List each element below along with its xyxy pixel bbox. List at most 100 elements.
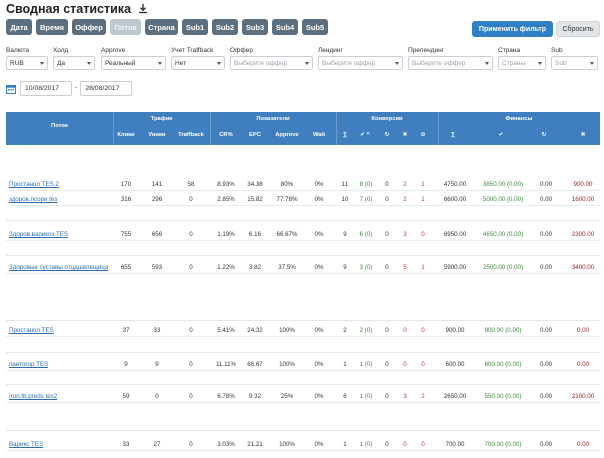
flow-link[interactable]: Здоровые суставы отцдшвлвщица — [9, 264, 109, 271]
cell-conv-cancel[interactable]: 2 — [403, 181, 407, 188]
reset-button[interactable]: Сбросить — [556, 21, 600, 37]
tab-sub1[interactable]: Sub1 — [182, 19, 208, 35]
col-fin-hold[interactable]: ↻ — [541, 132, 547, 138]
col-conv-ok[interactable]: ✔ ^ — [360, 132, 370, 138]
cell-conv-ok[interactable]: 6 (0) — [359, 231, 373, 238]
prelanding-select[interactable]: Выберите оффер — [408, 56, 493, 70]
cell-conv-trash[interactable]: 2 — [421, 393, 425, 400]
apply-filter-button[interactable]: Применить фильтр — [472, 21, 553, 37]
cell-conv-ok[interactable]: 1 (0) — [359, 441, 373, 448]
cell-wait: 0% — [314, 327, 324, 334]
cell-conv-trash[interactable]: 1 — [421, 196, 425, 203]
cell-conv-trash[interactable]: 1 — [421, 264, 425, 271]
calendar-icon[interactable] — [6, 84, 16, 94]
cell-conv-ok[interactable]: 1 (0) — [359, 393, 373, 400]
cell-traffback: 0 — [189, 264, 193, 271]
col-traffback[interactable]: Traffback — [178, 132, 204, 138]
cell-conv-cancel[interactable]: 3 — [403, 393, 407, 400]
col-fin-ok[interactable]: ✔ — [498, 132, 504, 138]
currency-select[interactable]: RUB — [6, 56, 48, 70]
tab-offer[interactable]: Оффер — [72, 19, 106, 35]
flow-link[interactable]: Простанол TES — [9, 327, 54, 334]
tab-flow[interactable]: Поток — [110, 19, 141, 35]
traffback-select[interactable]: Нет — [171, 56, 225, 70]
landing-select[interactable]: Выберите оффер — [318, 56, 403, 70]
cell-epc: 21.21 — [247, 441, 263, 448]
cell-fin-hold: 0.00 — [539, 181, 553, 188]
cell-conv-cancel[interactable]: 3 — [403, 231, 407, 238]
col-fin-cancel[interactable]: ✖ — [580, 132, 586, 138]
cell-conv-ok[interactable]: 3 (0) — [359, 264, 373, 271]
cell-conv-trash[interactable]: 0 — [421, 441, 425, 448]
cell-conv-hold[interactable]: 0 — [385, 264, 389, 271]
cell-conv-trash[interactable]: 0 — [421, 361, 425, 368]
cell-conv-cancel[interactable]: 0 — [403, 441, 407, 448]
cell-conv-cancel[interactable]: 5 — [403, 264, 407, 271]
cell-conv-trash[interactable]: 1 — [421, 181, 425, 188]
flow-link[interactable]: Варикс TES — [9, 441, 44, 448]
col-wait[interactable]: Wait — [312, 132, 326, 138]
cell-conv-trash[interactable]: 0 — [421, 327, 425, 334]
cell-conv-hold[interactable]: 0 — [385, 231, 389, 238]
approve-select[interactable]: Реальный — [101, 56, 166, 70]
cell-conv-cancel[interactable]: 0 — [403, 327, 407, 334]
cell-conv-hold[interactable]: 0 — [385, 393, 389, 400]
filter-label: Холд — [53, 47, 69, 54]
row-divider — [6, 384, 600, 385]
cell-conv-hold[interactable]: 0 — [385, 327, 389, 334]
cell-fin-cancel: 900.00 — [573, 181, 593, 188]
cell-conv-hold[interactable]: 0 — [385, 441, 389, 448]
col-clicks[interactable]: Клики — [117, 132, 135, 138]
cell-conv-hold[interactable]: 0 — [385, 181, 389, 188]
cell-conv-ok[interactable]: 7 (0) — [359, 196, 373, 203]
date-to-input[interactable]: 28/08/2017 — [80, 81, 133, 96]
offer-select[interactable]: Выберите оффер — [230, 56, 313, 70]
col-uniques[interactable]: Уники — [148, 132, 166, 138]
cell-conv-cancel[interactable]: 0 — [403, 361, 407, 368]
cell-conv-hold[interactable]: 0 — [385, 361, 389, 368]
cell-conv-ok[interactable]: 1 (0) — [359, 361, 373, 368]
col-conv-cancel[interactable]: ✖ — [402, 132, 408, 138]
cell-conv-hold[interactable]: 0 — [385, 196, 389, 203]
cell-clicks: 655 — [120, 264, 132, 271]
flow-link[interactable]: Здоров.варикоз TES — [9, 231, 68, 238]
col-conv-trash[interactable]: ⊘ — [420, 132, 426, 138]
col-flow[interactable]: Поток — [51, 123, 68, 129]
cell-fin-sum: 6950.00 — [443, 231, 467, 238]
flow-link[interactable]: здоров.псори tes — [9, 196, 58, 203]
filter-traffback: Учет Traffback Нет — [171, 46, 225, 70]
tab-sub5[interactable]: Sub5 — [302, 19, 328, 35]
col-conv-sum[interactable]: ∑ — [342, 132, 348, 138]
select-placeholder: Выберите оффер — [322, 59, 376, 67]
cell-conv-trash[interactable]: 0 — [421, 231, 425, 238]
hold-select[interactable]: Да — [53, 56, 95, 70]
cell-fin-cancel: 2100.00 — [571, 393, 595, 400]
cell-conv-cancel[interactable]: 2 — [403, 196, 407, 203]
cell-fin-ok: 4650.00 (0.00) — [482, 231, 524, 238]
cell-conv-ok[interactable]: 2 (0) — [359, 327, 373, 334]
chevron-down-icon — [305, 61, 309, 65]
flow-link[interactable]: Простанол TES 2 — [9, 181, 59, 188]
col-fin-sum[interactable]: ∑ — [450, 132, 456, 138]
tab-time[interactable]: Время — [36, 19, 68, 35]
col-cr[interactable]: CR% — [219, 132, 233, 138]
cell-conv-sum: 6 — [343, 393, 347, 400]
tab-sub2[interactable]: Sub2 — [212, 19, 238, 35]
chevron-down-icon — [217, 61, 221, 65]
sub-select[interactable]: Sub — [551, 56, 598, 70]
tab-sub3[interactable]: Sub3 — [242, 19, 268, 35]
tab-sub4[interactable]: Sub4 — [272, 19, 298, 35]
cell-fin-ok: 550.00 (0.00) — [484, 393, 522, 400]
col-approve[interactable]: Approve — [275, 132, 299, 138]
date-from-input[interactable]: 10/08/2017 — [20, 81, 72, 96]
col-conv-hold[interactable]: ↻ — [384, 132, 390, 138]
flow-link[interactable]: Iron.tb.preds tes2 — [9, 393, 58, 400]
flow-link[interactable]: пантогор TES — [9, 361, 49, 368]
col-epc[interactable]: EPC — [249, 132, 261, 138]
country-select[interactable]: Страны — [498, 56, 546, 70]
tab-country[interactable]: Страна — [145, 19, 178, 35]
download-icon[interactable] — [137, 3, 149, 15]
cell-conv-ok[interactable]: 8 (0) — [359, 181, 373, 188]
group-indicators: Показатели — [256, 116, 290, 122]
tab-date[interactable]: Дата — [6, 19, 32, 35]
